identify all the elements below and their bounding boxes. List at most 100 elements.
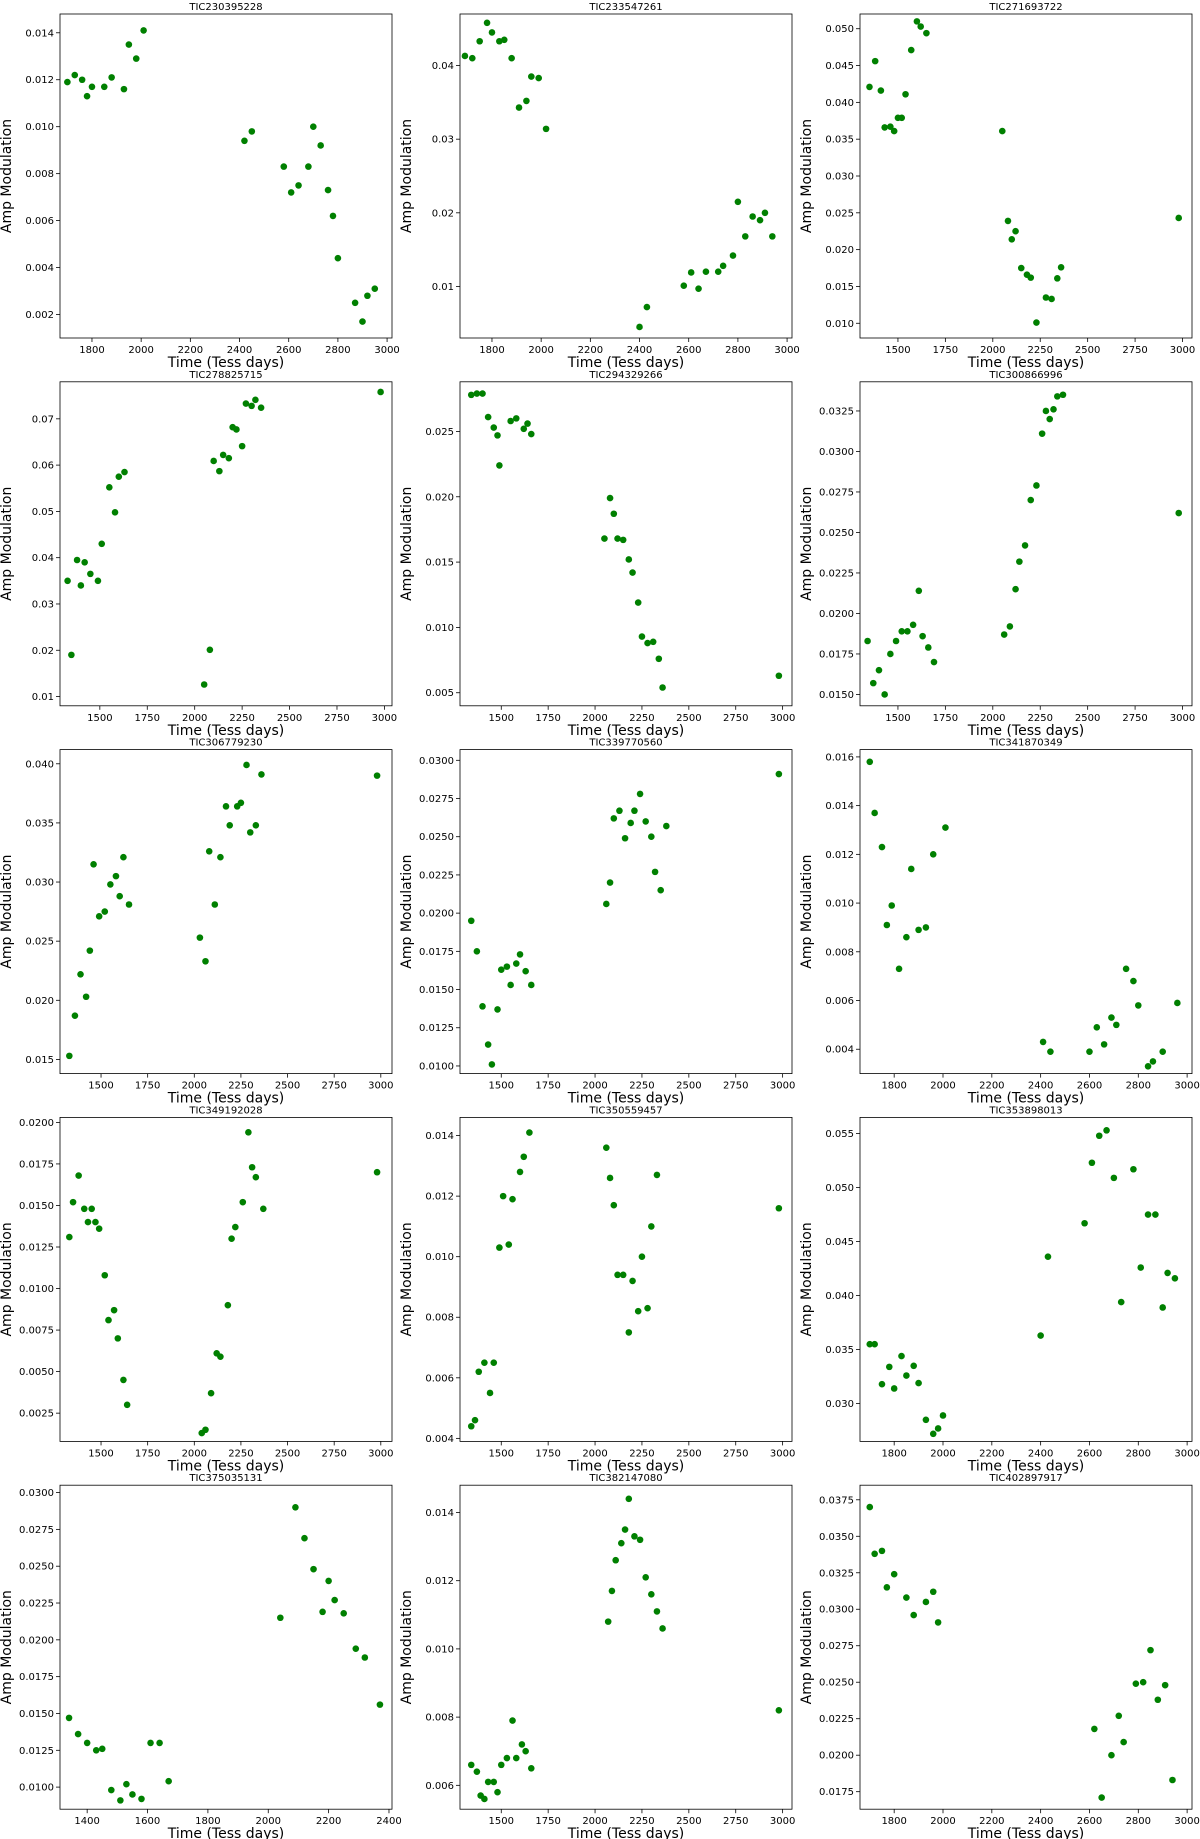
data-point [473,1768,481,1775]
y-tick-label: 0.0375 [819,1495,854,1506]
data-point [467,1422,475,1430]
data-point [934,1619,942,1626]
x-tick-label: 2400 [376,1816,401,1827]
x-tick-label: 1600 [135,1816,160,1827]
data-point [871,1550,878,1558]
data-point [484,1778,492,1786]
y-tick-label: 0.025 [25,937,54,948]
plot-frame [459,381,793,707]
y-tick-label: 0.06 [32,461,54,472]
data-point [101,908,109,915]
data-point [1059,391,1067,399]
data-point [216,467,223,475]
data-point [120,1376,127,1384]
data-point [910,1362,918,1370]
subplot-title: TIC300866996 [988,370,1062,381]
data-point [325,1577,332,1585]
y-tick-label: 0.0200 [819,609,854,620]
x-tick-label: 1750 [535,1448,560,1459]
y-tick-label: 0.040 [825,98,854,109]
data-point [488,29,496,36]
plot-frame [859,13,1193,339]
data-point [1016,558,1023,565]
data-point [224,1301,232,1309]
data-point [115,473,123,480]
data-point [331,1596,338,1604]
data-point [66,1233,73,1241]
data-point [898,1352,905,1360]
data-point [687,269,695,276]
data-point [66,1052,73,1060]
x-tick-label: 2500 [277,713,302,724]
data-point [695,285,702,292]
data-point [515,104,523,111]
x-axis-label: Time (Tess days) [167,355,285,371]
x-tick-label: 2000 [582,1081,607,1092]
data-point [310,123,317,130]
data-point [869,679,877,687]
data-point [226,821,234,829]
data-point [258,771,265,778]
data-point [156,1739,163,1747]
data-point [488,1061,496,1068]
data-point [680,282,688,290]
data-point [885,1363,893,1371]
x-tick-label: 2000 [182,1448,207,1459]
y-tick-label: 0.0325 [819,406,854,417]
x-tick-label: 2250 [228,1448,253,1459]
x-tick-label: 2750 [321,1081,346,1092]
x-tick-label: 2000 [128,345,153,356]
subplot: TIC233547261 1800 2000 2200 2400 2600 2800 3000… [399,2,800,371]
y-tick-label: 0.0300 [419,756,454,767]
data-point [123,1780,130,1788]
data-point [887,123,894,130]
subplot-title: TIC353898013 [988,1105,1062,1116]
x-tick-label: 3000 [1174,1816,1199,1827]
data-point [922,924,930,931]
y-tick-label: 0.012 [25,75,54,86]
data-point [636,323,643,331]
data-point [1048,295,1055,303]
data-point [211,901,219,908]
subplot-title: TIC233547261 [588,2,662,13]
data-point [1000,631,1008,638]
y-tick-label: 0.005 [425,688,454,699]
data-point [923,29,930,37]
x-tick-label: 2800 [725,345,750,356]
y-tick-label: 0.008 [25,169,54,180]
x-tick-label: 2000 [182,713,207,724]
data-point [614,1271,621,1279]
data-point [509,1195,516,1203]
data-point [78,76,86,84]
y-tick-label: 0.0250 [819,1678,854,1689]
data-point [636,790,644,798]
data-point [524,420,531,427]
y-tick-label: 0.0225 [419,870,454,881]
y-tick-label: 0.025 [425,427,454,438]
data-point [651,868,659,876]
data-point [902,90,909,98]
data-point [468,54,476,62]
x-tick-label: 2250 [228,1081,253,1092]
data-point [866,758,874,766]
data-point [878,1380,886,1388]
data-point [659,684,666,691]
plot-frame [859,749,1193,1074]
y-tick-label: 0.0225 [819,1714,854,1725]
y-tick-label: 0.006 [25,216,54,227]
y-tick-label: 0.010 [425,1644,454,1655]
y-axis-label: Amp Modulation [399,1590,415,1704]
x-tick-label: 2200 [316,1816,341,1827]
x-tick-label: 2750 [321,1448,346,1459]
subplot-title: TIC350559457 [588,1105,662,1116]
data-point [929,851,937,858]
x-tick-label: 1750 [933,345,958,356]
data-point [603,900,610,908]
data-point [610,510,618,518]
data-point [100,83,108,91]
data-point [881,124,888,131]
data-point [467,917,475,925]
data-point [107,881,114,888]
y-tick-label: 0.035 [825,1345,854,1356]
y-axis-label: Amp Modulation [799,854,815,968]
